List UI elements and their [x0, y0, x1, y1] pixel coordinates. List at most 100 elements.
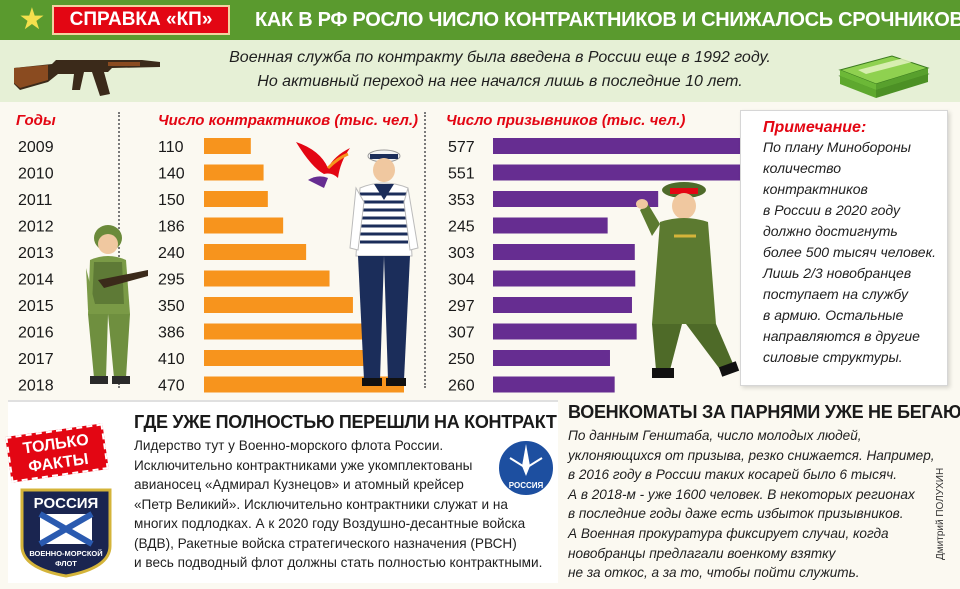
text-line: в последние годы даже есть избыток призы… — [568, 506, 904, 522]
conscript-bar — [493, 217, 608, 234]
contract-bar — [204, 323, 369, 340]
note-title: Примечание: — [763, 119, 867, 136]
officer-illustration — [636, 182, 740, 378]
text-line: (ВДВ), Ракетные войска стратегического н… — [134, 535, 517, 551]
note-line: направляются в другие — [763, 328, 920, 344]
soldier-illustration — [86, 225, 148, 384]
note-line: контрактников — [763, 181, 868, 197]
conscript-bar — [493, 270, 636, 287]
intro-strip: Военная служба по контракту была введена… — [0, 40, 960, 102]
text-line: в 2016 году в России таких косарей было … — [568, 467, 898, 483]
year-label: 2009 — [18, 139, 54, 156]
text-line: многих подлодках. А к 2020 году Воздушно… — [134, 516, 526, 531]
contract-bar — [204, 244, 307, 260]
years-header: Годы — [16, 112, 56, 129]
author-credit: Дмитрий ПОЛУХИН — [935, 467, 946, 560]
contract-bar — [204, 138, 251, 154]
text-line: А Военная прокуратура фиксирует случаи, … — [568, 525, 889, 541]
year-labels: 2009 2010 2011 2012 2013 2014 2015 2016 2017 2018 — [18, 139, 54, 395]
conscript-bar — [493, 350, 610, 366]
spravka-badge: СПРАВКА «КП» — [52, 5, 230, 35]
divider-line — [424, 112, 426, 388]
note-line: количество — [763, 160, 842, 176]
text-line: авианосец «Адмирал Кузнецов» и атомный к… — [134, 477, 464, 492]
navy-section-text: Лидерство тут у Военно-морского флота Ро… — [134, 436, 549, 573]
star-icon: ★ — [18, 3, 46, 36]
patch-bottom-text-1: ВОЕННО-МОРСКОЙ — [29, 549, 102, 558]
text-line: и весь подводный флот должны стать полно… — [134, 555, 543, 570]
conscript-value-label: 245 — [448, 219, 475, 236]
year-label: 2018 — [18, 378, 54, 395]
conscript-value-label: 303 — [448, 245, 475, 262]
conscript-bar — [493, 244, 635, 260]
rifle-icon — [14, 60, 160, 96]
contract-value-label: 386 — [158, 325, 185, 342]
note-line: поступает на службу — [763, 286, 908, 302]
conscript-series-header: Число призывников (тыс. чел.) — [446, 112, 686, 129]
navy-patch-icon: РОССИЯ ВОЕННО-МОРСКОЙ ФЛОТ — [20, 488, 112, 578]
year-label: 2011 — [18, 192, 53, 209]
money-stack-icon — [838, 55, 930, 98]
note-line: в армию. Остальные — [763, 307, 904, 323]
conscript-value-label: 297 — [448, 298, 475, 315]
text-line: А в 2018-м - уже 1600 человек. В некотор… — [568, 486, 915, 502]
intro-line-1: Военная служба по контракту была введена… — [229, 49, 771, 66]
draft-office-section-text: По данным Генштаба, число молодых людей,… — [568, 426, 938, 583]
contract-bar — [204, 270, 330, 287]
year-label: 2015 — [18, 298, 54, 315]
year-label: 2013 — [18, 245, 54, 262]
header-bar: ★ СПРАВКА «КП» КАК В РФ РОСЛО ЧИСЛО КОНТ… — [0, 0, 960, 40]
year-label: 2012 — [18, 219, 54, 236]
note-line: должно достигнуть — [763, 223, 898, 239]
text-line: Исключительно контрактниками уже укомпле… — [134, 457, 473, 473]
year-label: 2010 — [18, 166, 54, 183]
intro-text: Военная служба по контракту была введена… — [170, 46, 830, 94]
conscript-bar — [493, 297, 632, 313]
contract-value-label: 150 — [158, 192, 185, 209]
text-line: По данным Генштаба, число молодых людей, — [568, 428, 862, 443]
contract-value-label: 350 — [158, 298, 185, 315]
contract-value-label: 470 — [158, 378, 185, 395]
text-line: уклоняющихся от призыва, резко снижается… — [568, 447, 935, 463]
contract-bar — [204, 164, 264, 181]
contract-bar — [204, 217, 284, 234]
conscript-bar — [493, 323, 637, 340]
patch-bottom-text-2: ФЛОТ — [55, 559, 77, 568]
contract-value-label: 295 — [158, 272, 185, 289]
conscript-value-label: 551 — [448, 166, 475, 183]
year-label: 2014 — [18, 272, 54, 289]
note-box: Примечание: По плану Минобороны количест… — [740, 110, 948, 386]
note-line: силовые структуры. — [763, 349, 903, 365]
conscript-value-label: 307 — [448, 325, 475, 342]
year-label: 2017 — [18, 351, 54, 368]
contract-bar — [204, 297, 353, 313]
text-line: не за откос, а за то, чтобы пойти служит… — [568, 565, 860, 581]
contract-value-label: 140 — [158, 166, 185, 183]
note-line: По плану Минобороны — [763, 139, 911, 155]
contract-value-label: 186 — [158, 219, 185, 236]
patch-top-text: РОССИЯ — [34, 495, 99, 512]
contract-value-label: 110 — [158, 139, 184, 156]
contract-series-header: Число контрактников (тыс. чел.) — [158, 112, 418, 129]
conscript-value-label: 250 — [448, 351, 475, 368]
conscript-value-label: 260 — [448, 378, 475, 395]
note-line: более 500 тысяч человек. — [763, 244, 937, 260]
page-title: КАК В РФ РОСЛО ЧИСЛО КОНТРАКТНИКОВ И СНИ… — [255, 9, 960, 31]
sailor-illustration — [349, 149, 419, 386]
conscript-value-label: 304 — [448, 272, 475, 289]
conscript-bar — [493, 376, 615, 393]
conscript-value-label: 353 — [448, 192, 475, 209]
strategic-forces-emblem-icon: РОССИЯ — [497, 439, 555, 497]
year-label: 2016 — [18, 325, 54, 342]
conscript-value-label: 577 — [448, 139, 475, 156]
contract-value-label: 410 — [158, 351, 185, 368]
conscript-bar — [493, 138, 763, 154]
navy-section-title: ГДЕ УЖЕ ПОЛНОСТЬЮ ПЕРЕШЛИ НА КОНТРАКТ — [134, 412, 557, 432]
intro-line-2: Но активный переход на нее начался лишь … — [257, 73, 743, 90]
contract-value-label: 240 — [158, 245, 185, 262]
note-line: Лишь 2/3 новобранцев — [763, 265, 912, 281]
text-line: новобранцы предлагали военкому взятку — [568, 545, 836, 561]
text-line: «Петр Великий». Исключительно контрактни… — [134, 496, 508, 512]
text-line: Лидерство тут у Военно-морского флота Ро… — [134, 438, 444, 453]
contract-bar — [204, 191, 268, 207]
